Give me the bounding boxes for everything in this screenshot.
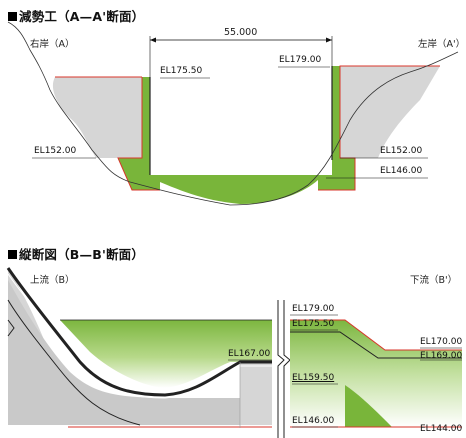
spillway-profile-inner	[7, 273, 272, 399]
break-mark-left	[7, 319, 15, 337]
downstream-label: 下流（B'）	[410, 275, 458, 286]
section2-title: 縦断図（B—B'断面）	[8, 244, 144, 263]
label-el16700: EL167.00	[228, 349, 271, 359]
label-el15200-right: EL152.00	[380, 146, 423, 156]
label-el17900: EL179.00	[279, 55, 322, 65]
downstream-red-top	[290, 319, 462, 351]
label-el14600: EL146.00	[380, 166, 423, 176]
label-el17550: EL175.50	[160, 66, 203, 76]
upstream-label: 上流（B）	[30, 275, 75, 286]
foundation-line	[7, 299, 141, 426]
label-el17550-b: EL175.50	[292, 319, 335, 329]
label-el15950: EL159.50	[292, 373, 335, 383]
upstream-concrete	[60, 320, 272, 388]
label-el14400: EL144.00	[420, 424, 463, 434]
spillway-profile-outer	[6, 267, 272, 397]
width-dimension: 55.000	[224, 27, 258, 38]
section1-title: 減勢工（A—A'断面）	[8, 6, 144, 25]
dimension-arrow-left	[150, 37, 156, 43]
downstream-inner-line	[290, 331, 462, 359]
downstream-concrete	[290, 320, 462, 427]
upstream-rock-lower	[8, 280, 240, 425]
cross-section-a	[7, 21, 459, 206]
basin-concrete	[118, 66, 355, 190]
label-el16900: EL169.00	[420, 351, 463, 361]
excavation-fill	[150, 178, 318, 204]
right-bank-label: 左岸（A'）	[418, 39, 466, 50]
dimension-arrow-right	[326, 37, 332, 43]
label-el15200-left: EL152.00	[34, 146, 77, 156]
terrain-line	[7, 21, 459, 206]
right-rock-mass	[340, 66, 440, 158]
break-line-1	[277, 300, 285, 438]
longitudinal-section-b	[6, 267, 462, 438]
downstream-wall	[345, 385, 392, 427]
break-line-2	[283, 300, 291, 438]
left-rock-mass	[52, 77, 142, 158]
label-el14600-b: EL146.00	[292, 416, 335, 426]
left-bank-label: 右岸（A）	[30, 39, 75, 50]
label-el17900-b: EL179.00	[292, 304, 335, 314]
label-el17000: EL170.00	[420, 337, 463, 347]
